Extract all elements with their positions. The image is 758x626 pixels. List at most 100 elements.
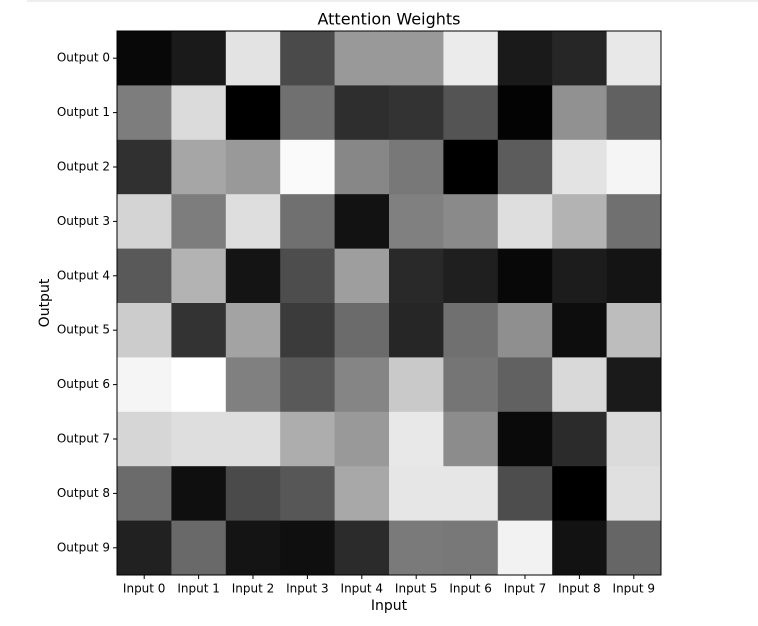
heatmap-cell — [334, 194, 390, 250]
heatmap-cell — [334, 357, 390, 413]
heatmap-cell — [280, 85, 336, 141]
heatmap-cell — [606, 31, 662, 86]
x-tick-label: Input 3 — [286, 582, 329, 596]
heatmap-cell — [552, 357, 608, 413]
heatmap-cell — [443, 194, 499, 250]
heatmap-cell — [552, 139, 608, 195]
heatmap-cell — [389, 466, 444, 522]
heatmap-cell — [443, 303, 499, 358]
heatmap-cell — [606, 411, 662, 467]
heatmap-cell — [225, 466, 281, 522]
heatmap-cell — [497, 194, 553, 250]
y-tick-label: Output 4 — [57, 268, 110, 282]
heatmap-cell — [389, 248, 444, 304]
heatmap-cell — [280, 466, 336, 522]
heatmap-cell — [171, 85, 227, 141]
x-tick-label: Input 5 — [395, 582, 438, 596]
heatmap-cell — [117, 520, 172, 576]
heatmap-cell — [171, 139, 227, 195]
heatmap-cell — [552, 248, 608, 304]
heatmap-cell — [497, 303, 553, 358]
heatmap-cell — [497, 357, 553, 413]
x-tick-label: Input 8 — [558, 582, 601, 596]
heatmap-cell — [606, 248, 662, 304]
heatmap-cell — [552, 31, 608, 86]
y-tick-label: Output 3 — [57, 214, 110, 228]
heatmap-cell — [552, 520, 608, 576]
x-tick-label: Input 0 — [123, 582, 166, 596]
heatmap-cell — [552, 85, 608, 141]
heatmap-cell — [334, 31, 390, 86]
heatmap-cell — [171, 466, 227, 522]
heatmap-cell — [389, 303, 444, 358]
heatmap-cell — [171, 303, 227, 358]
heatmap-cell — [606, 85, 662, 141]
heatmap-cell — [280, 31, 336, 86]
heatmap-cell — [443, 357, 499, 413]
heatmap-cell — [171, 520, 227, 576]
heatmap-cell — [443, 248, 499, 304]
heatmap-cell — [552, 194, 608, 250]
heatmap-cell — [280, 411, 336, 467]
heatmap-cell — [334, 466, 390, 522]
heatmap-cell — [497, 139, 553, 195]
y-tick-label: Output 7 — [57, 432, 110, 446]
heatmap-cell — [117, 194, 172, 250]
heatmap-cell — [497, 520, 553, 576]
x-tick-label: Input 7 — [504, 582, 547, 596]
heatmap-cell — [497, 466, 553, 522]
heatmap-cell — [389, 411, 444, 467]
heatmap-cell — [334, 520, 390, 576]
heatmap-cell — [117, 248, 172, 304]
heatmap-cell — [443, 31, 499, 86]
heatmap-cell — [606, 357, 662, 413]
heatmap-cell — [117, 139, 172, 195]
heatmap-cell — [280, 139, 336, 195]
heatmap-cell — [225, 31, 281, 86]
heatmap-cells — [117, 31, 662, 576]
heatmap-cell — [606, 194, 662, 250]
x-axis-label: Input — [371, 598, 408, 614]
heatmap-cell — [389, 194, 444, 250]
heatmap-cell — [171, 194, 227, 250]
heatmap-cell — [225, 520, 281, 576]
heatmap-cell — [552, 303, 608, 358]
heatmap-cell — [443, 85, 499, 141]
y-tick-label: Output 1 — [57, 105, 110, 119]
heatmap-cell — [280, 303, 336, 358]
heatmap-cell — [171, 411, 227, 467]
x-tick-label: Input 6 — [449, 582, 492, 596]
heatmap-cell — [280, 357, 336, 413]
heatmap-cell — [389, 85, 444, 141]
heatmap-cell — [606, 466, 662, 522]
heatmap-cell — [389, 520, 444, 576]
heatmap-cell — [225, 194, 281, 250]
plot-frame — [116, 30, 662, 576]
heatmap-cell — [334, 411, 390, 467]
heatmap-cell — [552, 411, 608, 467]
heatmap-cell — [606, 520, 662, 576]
heatmap-cell — [443, 466, 499, 522]
y-tick-label: Output 8 — [57, 486, 110, 500]
heatmap-cell — [497, 248, 553, 304]
heatmap-cell — [117, 357, 172, 413]
heatmap-cell — [443, 520, 499, 576]
heatmap-cell — [225, 248, 281, 304]
heatmap-cell — [225, 139, 281, 195]
heatmap-cell — [497, 31, 553, 86]
y-tick-label: Output 9 — [57, 540, 110, 554]
heatmap-cell — [171, 31, 227, 86]
heatmap-cell — [443, 139, 499, 195]
x-tick-label: Input 9 — [613, 582, 656, 596]
heatmap-cell — [117, 85, 172, 141]
y-tick-label: Output 0 — [57, 51, 110, 65]
heatmap-cell — [225, 357, 281, 413]
y-tick-label: Output 6 — [57, 377, 110, 391]
heatmap-cell — [606, 139, 662, 195]
heatmap-cell — [389, 31, 444, 86]
heatmap-cell — [280, 248, 336, 304]
y-tick-label: Output 2 — [57, 160, 110, 174]
heatmap-cell — [389, 139, 444, 195]
x-tick-label: Input 1 — [177, 582, 220, 596]
